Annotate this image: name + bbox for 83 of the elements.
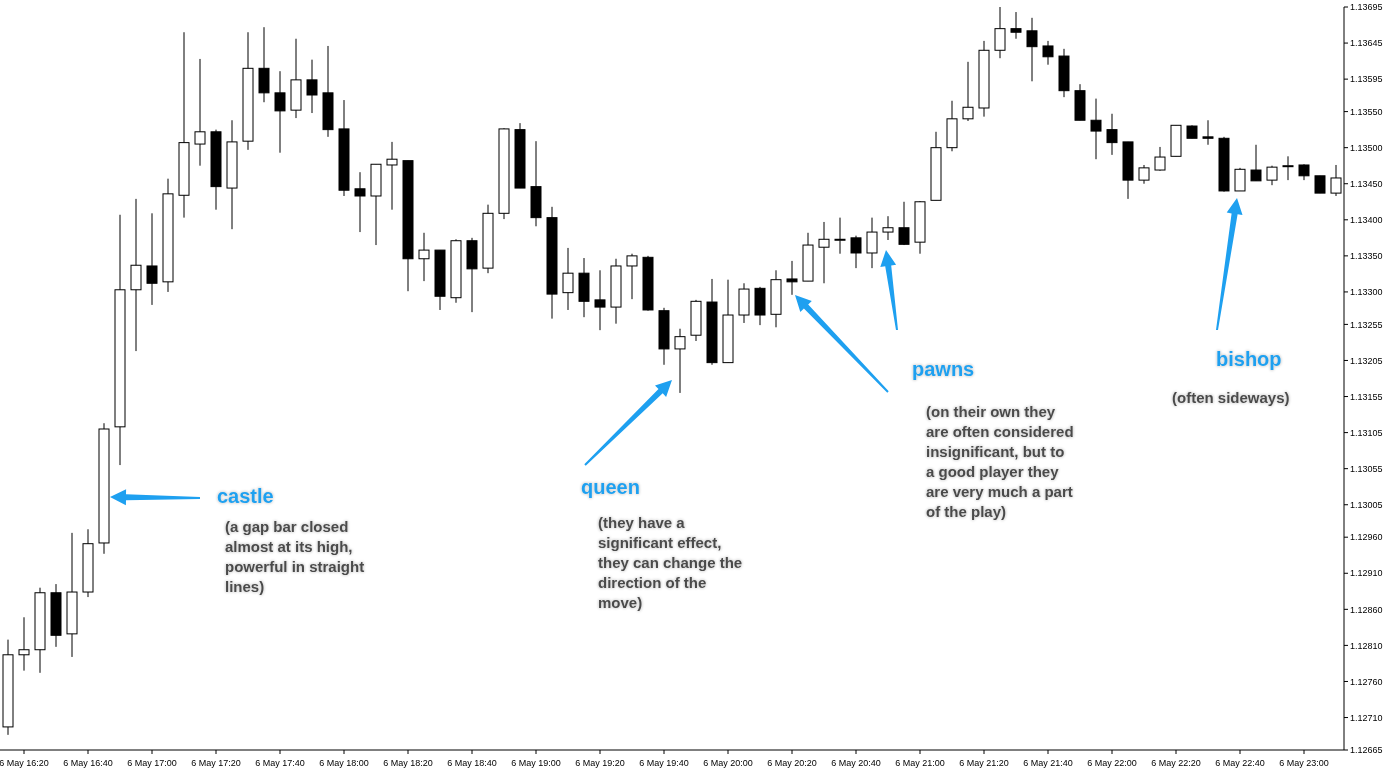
candlestick	[418, 232, 430, 282]
candlestick	[594, 269, 606, 331]
annotation: queen	[581, 475, 641, 499]
y-tick-label: 1.13695	[1350, 2, 1383, 13]
candlestick	[18, 616, 30, 672]
x-tick-label: 6 May 23:00	[1279, 758, 1329, 768]
candlestick	[562, 247, 574, 311]
y-tick-label: 1.13550	[1350, 106, 1383, 117]
x-tick-label: 6 May 19:00	[511, 758, 561, 768]
y-tick-label: 1.13005	[1350, 499, 1383, 510]
candlestick	[1090, 98, 1102, 160]
y-tick-label: 1.13645	[1350, 38, 1383, 49]
annotation: (they have a significant effect, they can change the direction of the move)	[598, 513, 744, 613]
candlestick	[1154, 146, 1166, 172]
x-tick-label: 6 May 16:40	[63, 758, 113, 768]
candlestick	[1282, 155, 1294, 181]
annotation: pawns	[912, 357, 976, 381]
candlestick	[818, 221, 830, 284]
candlestick	[306, 59, 318, 114]
y-tick-label: 1.13255	[1350, 319, 1383, 330]
y-tick-label: 1.13105	[1350, 427, 1383, 438]
y-tick-label: 1.13595	[1350, 74, 1383, 85]
x-tick-label: 6 May 19:20	[575, 758, 625, 768]
x-tick-label: 6 May 17:40	[255, 758, 305, 768]
annotation: (on their own they are often considered insignificant, but to a good player they are very much a part of the play)	[926, 402, 1075, 522]
candlestick	[274, 70, 286, 154]
x-tick-label: 6 May 21:00	[895, 758, 945, 768]
x-tick-label: 6 May 21:40	[1023, 758, 1073, 768]
candlestick	[1106, 113, 1118, 156]
annotation: bishop	[1216, 347, 1283, 371]
y-tick-label: 1.12665	[1350, 745, 1383, 756]
candlestick	[994, 7, 1006, 59]
candlestick	[674, 328, 686, 394]
x-tick-label: 6 May 20:40	[831, 758, 881, 768]
candlestick	[1202, 119, 1214, 146]
candlestick	[866, 217, 878, 269]
y-tick-label: 1.13400	[1350, 215, 1383, 225]
candlestick	[834, 217, 846, 255]
candlestick	[386, 141, 398, 211]
x-tick-label: 6 May 18:40	[447, 758, 497, 768]
candlestick	[1138, 164, 1150, 185]
x-tick-label: 6 May 16:20	[0, 758, 49, 768]
candlestick	[962, 61, 974, 122]
candlestick	[354, 171, 366, 233]
candlestick	[146, 212, 158, 306]
candlestick	[786, 260, 798, 296]
y-tick-label: 1.13500	[1350, 142, 1383, 153]
x-tick-label: 6 May 17:00	[127, 758, 177, 768]
candlestick	[1250, 144, 1262, 182]
candlestick	[1026, 17, 1038, 82]
y-tick-label: 1.13350	[1350, 251, 1383, 262]
x-tick-label: 6 May 19:40	[639, 758, 689, 768]
x-tick-label: 6 May 17:20	[191, 758, 241, 768]
x-tick-label: 6 May 20:00	[703, 758, 753, 768]
annotation: (a gap bar closed almost at its high, powerful in straight lines)	[225, 517, 366, 597]
y-tick-label: 1.13450	[1350, 178, 1383, 189]
candlestick	[194, 58, 206, 167]
x-tick-label: 6 May 22:20	[1151, 758, 1201, 768]
candlestick	[882, 215, 894, 241]
x-tick-label: 6 May 22:40	[1215, 758, 1265, 768]
candlestick	[1042, 40, 1054, 66]
y-tick-label: 1.13155	[1350, 391, 1383, 402]
x-tick-label: 6 May 21:20	[959, 758, 1009, 768]
x-tick-label: 6 May 20:20	[767, 758, 817, 768]
y-tick-label: 1.13205	[1350, 355, 1383, 366]
y-tick-label: 1.12860	[1350, 604, 1383, 615]
y-tick-label: 1.12910	[1350, 568, 1383, 579]
candlestick	[1234, 167, 1246, 192]
annotation: castle	[217, 484, 275, 508]
annotation: (often sideways)	[1172, 388, 1291, 408]
y-tick-label: 1.12810	[1350, 640, 1383, 651]
x-tick-label: 6 May 22:00	[1087, 758, 1137, 768]
y-tick-label: 1.12960	[1350, 532, 1383, 543]
y-tick-label: 1.13300	[1350, 287, 1383, 298]
x-tick-label: 6 May 18:00	[319, 758, 369, 768]
y-tick-label: 1.13055	[1350, 463, 1383, 474]
candlestick	[1010, 11, 1022, 40]
y-tick-label: 1.12760	[1350, 676, 1383, 687]
y-tick-label: 1.12710	[1350, 712, 1383, 723]
x-tick-label: 6 May 18:20	[383, 758, 433, 768]
candlestick	[850, 235, 862, 269]
candlestick	[898, 201, 910, 246]
candlestick	[626, 253, 638, 300]
